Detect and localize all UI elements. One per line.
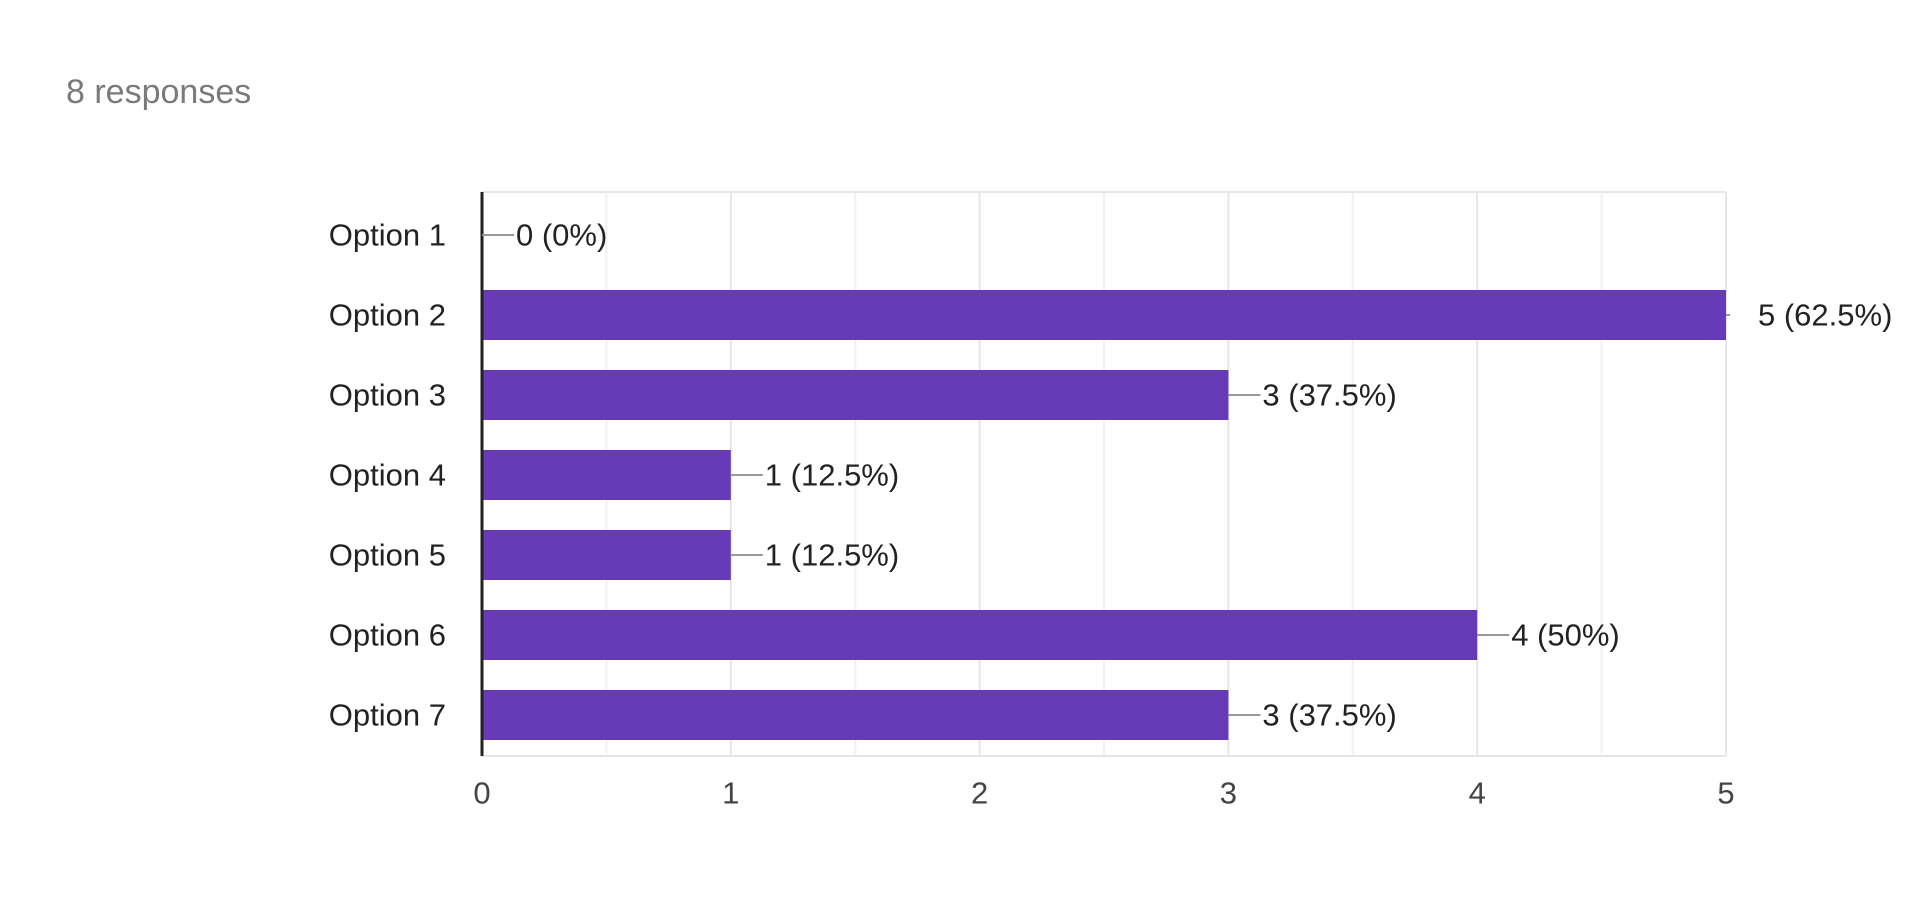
- data-label: 0 (0%): [516, 218, 607, 253]
- bar: [482, 530, 731, 580]
- x-tick-label: 5: [1717, 776, 1734, 811]
- data-label: 3 (37.5%): [1262, 378, 1396, 413]
- grid-lines: [482, 191, 1727, 757]
- bar: [482, 370, 1229, 420]
- bar: [482, 450, 731, 500]
- data-label: 4 (50%): [1511, 618, 1620, 653]
- category-label: Option 2: [329, 298, 446, 333]
- bar: [482, 690, 1229, 740]
- bar: [482, 610, 1478, 660]
- category-label: Option 3: [329, 378, 446, 413]
- category-label: Option 7: [329, 698, 446, 733]
- x-tick-label: 3: [1220, 776, 1237, 811]
- category-label: Option 1: [329, 218, 446, 253]
- bar: [482, 290, 1726, 340]
- labels: 0 (0%) Option 1 5 (62.5%) Option 2 3 (37.5%)…: [329, 218, 1893, 733]
- bars: [482, 290, 1726, 740]
- data-label: 1 (12.5%): [765, 458, 899, 493]
- category-label: Option 4: [329, 458, 446, 493]
- data-label: 5 (62.5%): [1758, 298, 1892, 333]
- x-tick-label: 0: [473, 776, 490, 811]
- axes: 0 1 2 3 4 5: [473, 192, 1735, 811]
- data-label: 3 (37.5%): [1262, 698, 1396, 733]
- data-label: 1 (12.5%): [765, 538, 899, 573]
- x-tick-label: 4: [1469, 776, 1486, 811]
- x-tick-label: 2: [971, 776, 988, 811]
- category-label: Option 6: [329, 618, 446, 653]
- responses-count: 8 responses: [66, 73, 252, 111]
- category-label: Option 5: [329, 538, 446, 573]
- x-tick-label: 1: [722, 776, 739, 811]
